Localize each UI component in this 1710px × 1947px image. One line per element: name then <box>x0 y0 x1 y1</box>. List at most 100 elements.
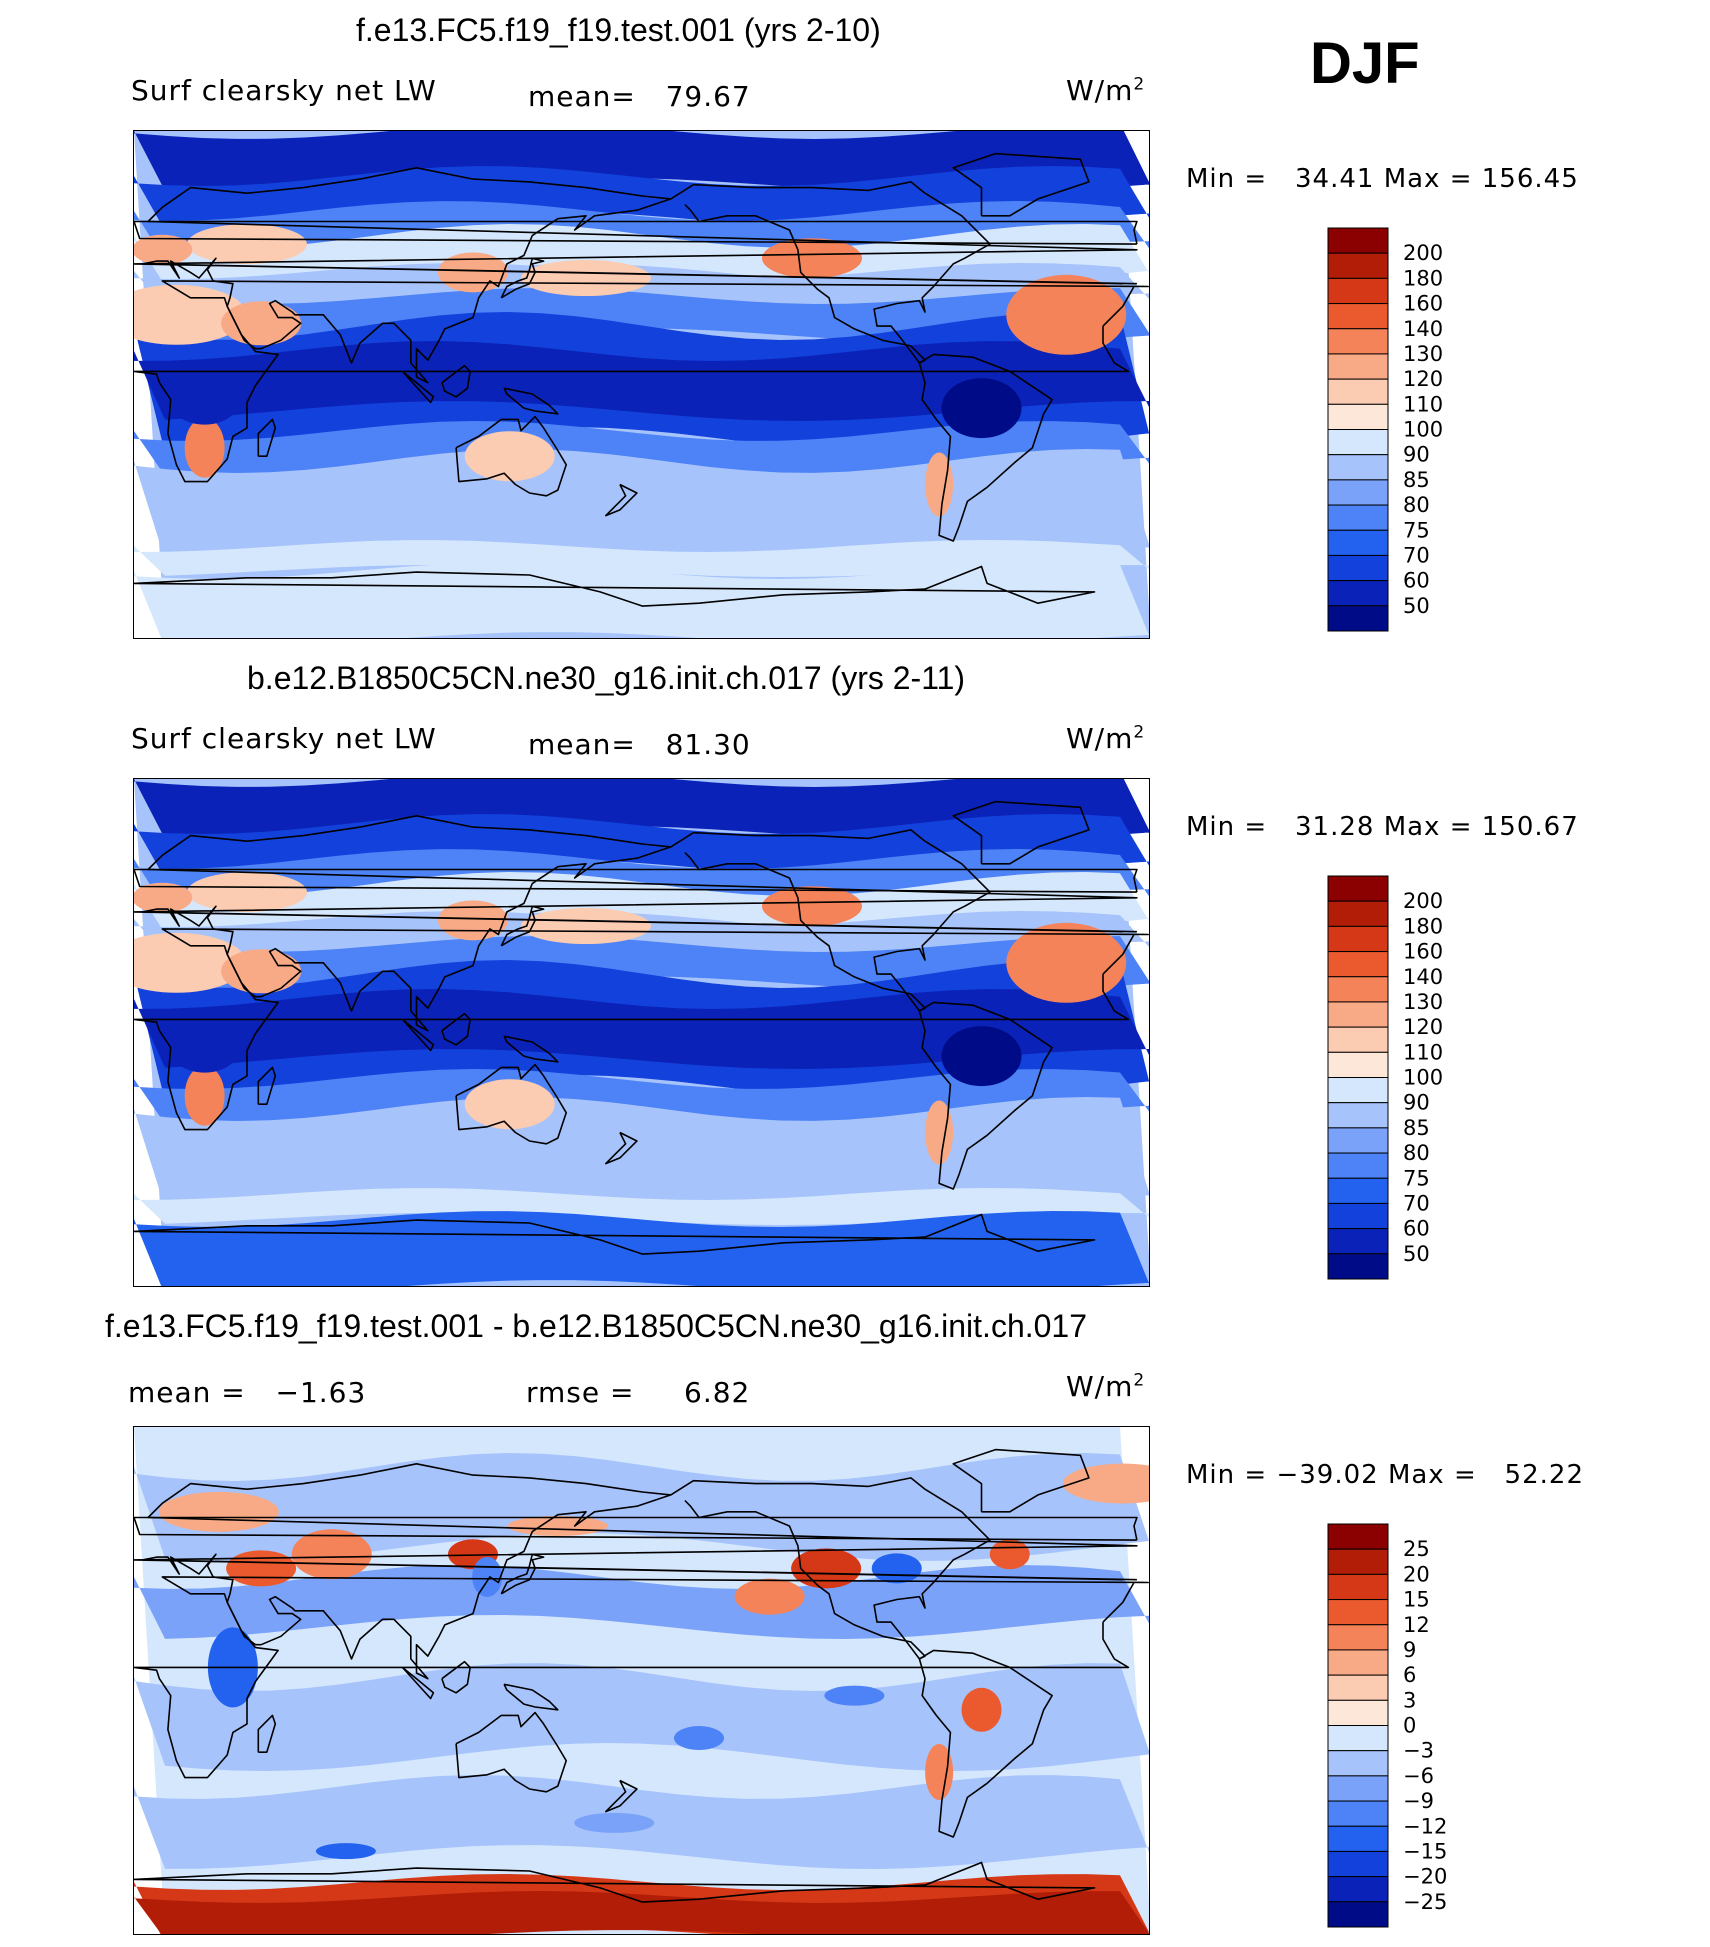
colorbar-tick-label: 200 <box>1403 889 1443 913</box>
colorbar-tick-label: 85 <box>1403 468 1430 492</box>
coastline <box>605 483 638 517</box>
colorbar-tick-label: 3 <box>1403 1688 1416 1712</box>
panel-2-colorbar: 200 180 160 140 130 120 110 100 90 85 80 75 70 60 50 <box>1327 875 1443 1280</box>
contour-patch <box>158 1491 279 1532</box>
contour-patch <box>941 378 1022 439</box>
coastline <box>503 1683 559 1711</box>
coastline <box>441 1660 471 1694</box>
colorbar-swatch <box>1327 252 1389 279</box>
coastline <box>134 1213 1096 1255</box>
colorbar-tick-label: 0 <box>1403 1714 1416 1738</box>
contour-patch <box>464 431 555 482</box>
colorbar-tick-label: 130 <box>1403 990 1443 1014</box>
coastline <box>134 1861 1096 1903</box>
contour-patch <box>989 1539 1030 1570</box>
contour-band <box>134 1663 1149 1771</box>
contour-patch <box>762 886 862 927</box>
contour-patch <box>221 949 302 994</box>
colorbar-tick-label: 15 <box>1403 1588 1430 1612</box>
colorbar-tick-label: 60 <box>1403 1217 1430 1241</box>
panel-2-map <box>133 778 1150 1287</box>
units-text: W/m <box>1066 74 1134 107</box>
colorbar-tick-label: 180 <box>1403 266 1443 290</box>
colorbar-tick-label: −9 <box>1403 1789 1434 1813</box>
panel-1-units: W/m2 <box>1066 74 1145 107</box>
contour-patch <box>521 260 651 297</box>
colorbar-swatch <box>1327 454 1389 481</box>
panel-2-minmax: Min = 31.28 Max = 150.67 <box>1186 812 1579 842</box>
colorbar-swatch <box>1327 1901 1389 1928</box>
contour-band <box>134 1188 1149 1225</box>
colorbar-swatch <box>1327 1750 1389 1777</box>
colorbar-tick-label: 80 <box>1403 1141 1430 1165</box>
colorbar-swatch <box>1327 1573 1389 1601</box>
contour-patch <box>169 374 240 425</box>
coastline <box>952 152 1090 217</box>
panel-3-max-value: 52.22 <box>1504 1460 1584 1490</box>
colorbar-tick-label: −3 <box>1403 1739 1434 1763</box>
colorbar-swatch <box>1327 875 1389 902</box>
coastline <box>670 829 991 1012</box>
contour-patch <box>961 1687 1002 1732</box>
contour-patch <box>762 238 862 279</box>
colorbar-tick-label: 80 <box>1403 493 1430 517</box>
panel-3-title: f.e13.FC5.f19_f19.test.001 - b.e12.B1850… <box>105 1308 1088 1344</box>
colorbar-swatch <box>1327 1876 1389 1903</box>
contour-band <box>134 989 1149 1069</box>
colorbar-tick-label: 70 <box>1403 543 1430 567</box>
panel-2-max-label: Max = <box>1383 812 1473 842</box>
panel-2-max-value: 150.67 <box>1481 812 1579 842</box>
colorbar-swatch <box>1327 1674 1389 1701</box>
colorbar-swatch <box>1327 1127 1389 1154</box>
units-text: W/m <box>1066 1370 1134 1403</box>
coastline <box>134 1576 1149 1779</box>
contour-patch <box>315 1843 376 1860</box>
coastline <box>134 280 1149 483</box>
panel-1-minmax: Min = 34.41 Max = 156.45 <box>1186 164 1579 194</box>
panel-3-units: W/m2 <box>1066 1370 1145 1403</box>
contour-patch <box>734 1578 805 1615</box>
coastline <box>257 418 277 457</box>
panel-2-title: b.e12.B1850C5CN.ne30_g16.init.ch.017 (yr… <box>247 660 966 696</box>
panel-3-rmse: rmse = 6.82 <box>526 1376 750 1409</box>
contour-patch <box>221 301 302 346</box>
colorbar-swatch <box>1327 605 1389 632</box>
units-exponent: 2 <box>1133 722 1146 743</box>
colorbar-tick-label: 25 <box>1403 1537 1430 1561</box>
colorbar-swatch <box>1327 976 1389 1003</box>
colorbar-tick-label: 100 <box>1403 418 1443 442</box>
panel-1-title: f.e13.FC5.f19_f19.test.001 (yrs 2-10) <box>356 12 881 48</box>
panel-1-mean: mean= 79.67 <box>528 80 751 113</box>
coastline <box>401 1018 435 1052</box>
units-exponent: 2 <box>1133 74 1146 95</box>
colorbar-tick-label: 140 <box>1403 965 1443 989</box>
colorbar-tick-label: 140 <box>1403 317 1443 341</box>
coastline <box>401 370 435 404</box>
colorbar-swatch <box>1327 1725 1389 1752</box>
contour-patch <box>184 1065 225 1126</box>
colorbar-tick-label: 100 <box>1403 1066 1443 1090</box>
panel-1-min-value: 34.41 <box>1294 164 1375 194</box>
panel-1-max-label: Max = <box>1383 164 1473 194</box>
panel-3-rmse-label: rmse = <box>526 1376 635 1409</box>
coastline <box>918 353 1053 542</box>
colorbar-tick-label: 200 <box>1403 241 1443 265</box>
contour-patch <box>574 1812 655 1833</box>
colorbar-tick-label: 160 <box>1403 940 1443 964</box>
colorbar-tick-label: 12 <box>1403 1613 1430 1637</box>
colorbar-swatch <box>1327 529 1389 556</box>
colorbar-swatch <box>1327 1775 1389 1802</box>
colorbar-swatch <box>1327 277 1389 305</box>
colorbar-swatch <box>1327 1523 1389 1550</box>
colorbar-swatch <box>1327 1649 1389 1676</box>
contour-band <box>134 1453 1149 1561</box>
panel-3-min-value: −39.02 <box>1276 1460 1379 1490</box>
contour-patch <box>925 1100 954 1165</box>
contour-band <box>134 1565 1149 1639</box>
colorbar-swatch <box>1327 1102 1389 1129</box>
coastline <box>455 1711 567 1793</box>
panel-3-colorbar: 25 20 15 12 9 6 3 0 −3 −6 −9 −12 −15 −20 −25 <box>1327 1523 1447 1928</box>
panel-1-mean-label: mean= <box>528 80 636 113</box>
contour-patch <box>824 1685 885 1706</box>
contour-band <box>134 1097 1149 1211</box>
